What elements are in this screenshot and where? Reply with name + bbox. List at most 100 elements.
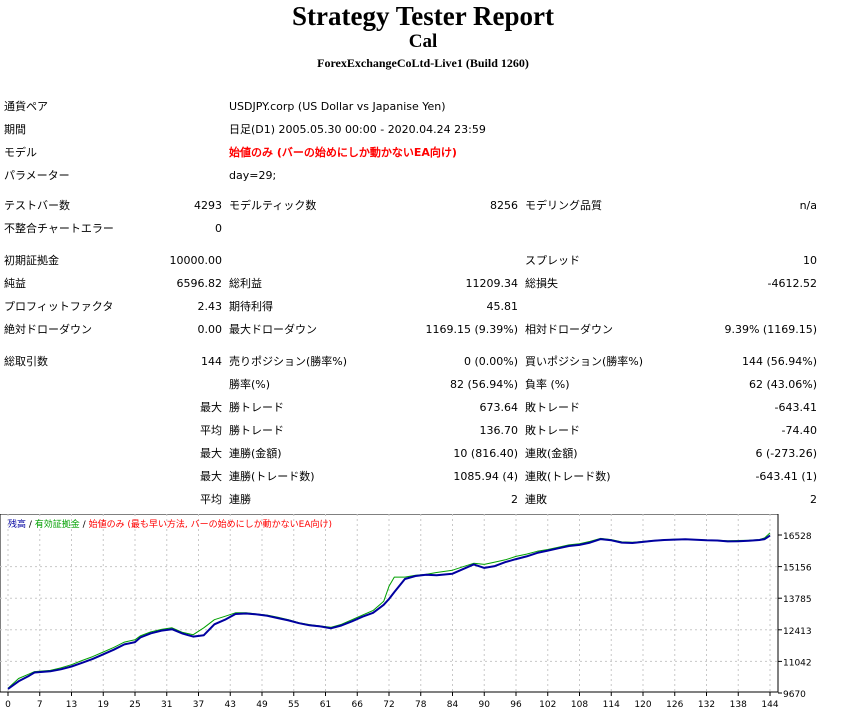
x-tick-label: 61 <box>320 700 331 710</box>
win-rate-label: 勝率(%) <box>229 378 271 391</box>
mismatch-row: 不整合チャートエラー 0 <box>0 220 846 238</box>
gross-loss-value: -4612.52 <box>767 277 817 290</box>
rate-row: 勝率(%) 82 (56.94%) 負率 (%) 62 (43.06%) <box>0 376 846 394</box>
bars-value: 4293 <box>194 199 222 212</box>
x-tick-label: 0 <box>5 700 11 710</box>
pf-row: プロフィットファクタ 2.43 期待利得 45.81 <box>0 298 846 316</box>
y-tick-label: 13785 <box>783 595 812 605</box>
x-tick-label: 138 <box>730 700 747 710</box>
chart-legend: 残高 / 有効証拠金 / 始値のみ (最も早い方法, バーの始めにしか動かないE… <box>8 518 332 530</box>
loss-rate-label: 負率 (%) <box>525 378 570 391</box>
cons-losses-value: 6 (-273.26) <box>755 447 817 460</box>
x-tick-label: 49 <box>256 700 268 710</box>
loss-rate-value: 62 (43.06%) <box>748 378 817 391</box>
long-label: 買いポジション(勝率%) <box>525 355 644 368</box>
x-tick-label: 37 <box>193 700 204 710</box>
legend-sep-1: / <box>26 520 35 530</box>
avg-cons-row: 平均 連勝 2 連敗 2 <box>0 491 846 509</box>
total-trades-label: 総取引数 <box>4 355 48 368</box>
x-tick-label: 108 <box>571 700 588 710</box>
expected-value: 45.81 <box>486 300 519 313</box>
avg-win-label: 勝トレード <box>229 424 284 437</box>
legend-balance: 残高 <box>8 518 26 530</box>
trades-row: 総取引数 144 売りポジション(勝率%) 0 (0.00%) 買いポジション(… <box>0 353 846 371</box>
period-row: 期間 日足(D1) 2005.05.30 00:00 - 2020.04.24 … <box>0 121 846 139</box>
model-value: 始値のみ (バーの始めにしか動かないEA向け) <box>229 146 457 159</box>
total-trades-value: 144 <box>201 355 222 368</box>
net-value: 6596.82 <box>176 277 223 290</box>
largest-row: 最大 勝トレード 673.64 敗トレード -643.41 <box>0 399 846 417</box>
rel-dd-label: 相対ドローダウン <box>525 323 613 336</box>
y-tick-label: 15156 <box>783 564 812 574</box>
y-tick-label: 12413 <box>783 627 812 637</box>
quality-value: n/a <box>799 199 817 212</box>
avg-cons-losses-value: 2 <box>810 493 817 506</box>
plot-frame <box>0 514 779 693</box>
rel-dd-value: 9.39% (1169.15) <box>724 323 817 336</box>
expert-name: Cal <box>408 31 438 52</box>
largest-loss-value: -643.41 <box>774 401 817 414</box>
symbol-value: USDJPY.corp (US Dollar vs Japanise Yen) <box>229 100 446 113</box>
quality-label: モデリング品質 <box>525 199 602 212</box>
deposit-row: 初期証拠金 10000.00 スプレッド 10 <box>0 252 846 270</box>
gross-profit-label: 総利益 <box>229 277 262 290</box>
deposit-label: 初期証拠金 <box>4 254 59 267</box>
gross-loss-label: 総損失 <box>525 277 558 290</box>
largest-prefix: 最大 <box>200 401 222 414</box>
ticks-label: モデルティック数 <box>229 199 317 212</box>
x-tick-label: 96 <box>510 700 522 710</box>
avg-loss-label: 敗トレード <box>525 424 580 437</box>
symbol-row: 通貨ペア USDJPY.corp (US Dollar vs Japanise … <box>0 98 846 116</box>
cons-wins-value: 10 (816.40) <box>453 447 518 460</box>
deposit-value: 10000.00 <box>169 254 223 267</box>
x-tick-label: 66 <box>352 700 364 710</box>
pf-label: プロフィットファクタ <box>4 300 114 313</box>
x-tick-label: 78 <box>415 700 427 710</box>
params-row: パラメーター day=29; <box>0 167 846 185</box>
y-tick-label: 9670 <box>783 690 806 700</box>
x-tick-label: 25 <box>129 700 140 710</box>
params-value: day=29; <box>229 169 277 182</box>
max-dd-label: 最大ドローダウン <box>229 323 317 336</box>
avg-win-value: 136.70 <box>479 424 519 437</box>
x-tick-label: 90 <box>479 700 491 710</box>
max-dd-value: 1169.15 (9.39%) <box>425 323 518 336</box>
cons-wins-label: 連勝(金額) <box>229 447 282 460</box>
drawdown-row: 絶対ドローダウン 0.00 最大ドローダウン 1169.15 (9.39%) 相… <box>0 321 846 339</box>
x-tick-label: 84 <box>447 700 459 710</box>
cons-loss-label: 連敗(トレード数) <box>525 470 611 483</box>
server-build: ForexExchangeCoLtd-Live1 (Build 1260) <box>317 56 529 70</box>
x-tick-label: 126 <box>666 700 683 710</box>
largest-win-value: 673.64 <box>479 401 519 414</box>
params-label: パラメーター <box>4 169 70 182</box>
avg-cons-wins-label: 連勝 <box>229 493 251 506</box>
profit-row: 純益 6596.82 総利益 11209.34 総損失 -4612.52 <box>0 275 846 293</box>
x-tick-label: 19 <box>98 700 110 710</box>
chart-series <box>7 532 771 690</box>
mismatch-label: 不整合チャートエラー <box>4 222 114 235</box>
bars-row: テストバー数 4293 モデルティック数 8256 モデリング品質 n/a <box>0 197 846 215</box>
x-tick-label: 114 <box>603 700 620 710</box>
x-axis: 0 7 13 19 25 31 37 43 49 55 61 66 72 78 84 90 96 102 108 11… <box>5 692 779 710</box>
period-label: 期間 <box>4 123 26 136</box>
x-tick-label: 102 <box>539 700 556 710</box>
x-tick-label: 144 <box>761 700 778 710</box>
spread-label: スプレッド <box>525 254 580 267</box>
balance-chart: 残高 / 有効証拠金 / 始値のみ (最も早い方法, バーの始めにしか動かないE… <box>0 514 846 711</box>
cons-amount-row: 最大 連勝(金額) 10 (816.40) 連敗(金額) 6 (-273.26) <box>0 445 846 463</box>
report-title: Strategy Tester Report <box>292 1 554 31</box>
symbol-label: 通貨ペア <box>4 100 48 113</box>
y-tick-label: 11042 <box>783 658 812 668</box>
cons-losses-label: 連敗(金額) <box>525 447 578 460</box>
x-tick-label: 13 <box>66 700 77 710</box>
gross-profit-value: 11209.34 <box>465 277 519 290</box>
abs-dd-label: 絶対ドローダウン <box>4 323 92 336</box>
ticks-value: 8256 <box>490 199 518 212</box>
avg-cons-prefix: 平均 <box>200 493 222 506</box>
bars-label: テストバー数 <box>4 199 70 212</box>
cons-amount-prefix: 最大 <box>200 447 222 460</box>
avg-cons-wins-value: 2 <box>511 493 518 506</box>
model-label: モデル <box>4 146 37 159</box>
legend-model: 始値のみ (最も早い方法, バーの始めにしか動かないEA向け) <box>89 518 332 530</box>
largest-loss-label: 敗トレード <box>525 401 580 414</box>
